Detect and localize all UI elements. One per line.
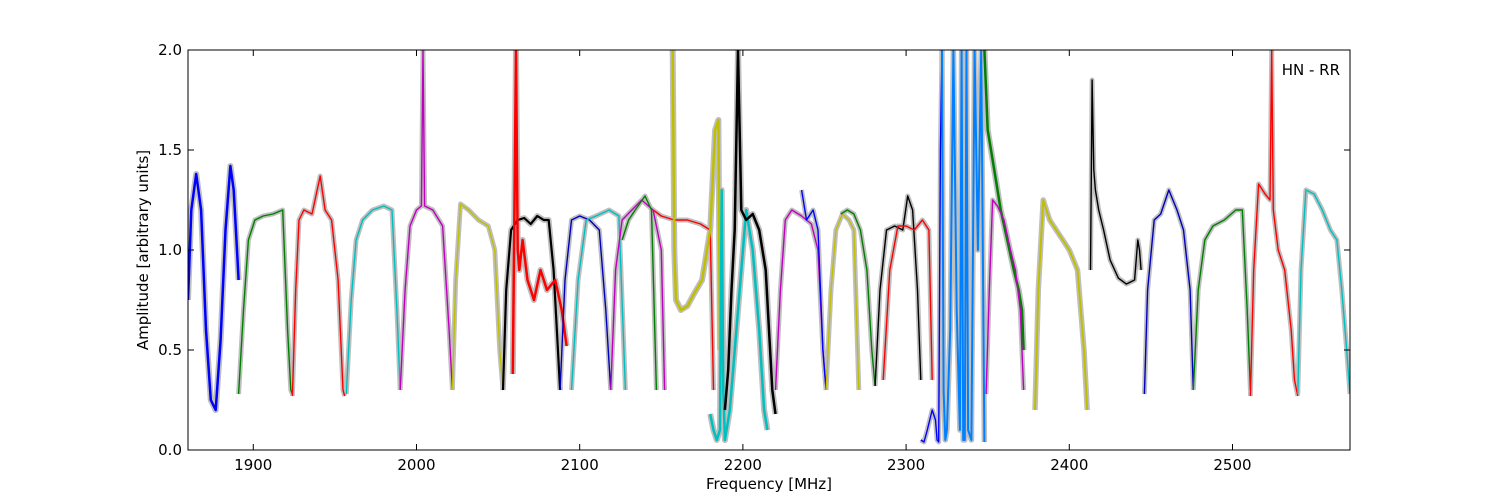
- x-axis-label: Frequency [MHz]: [706, 475, 832, 493]
- series-line: [291, 175, 346, 397]
- series-line: [237, 209, 294, 395]
- series-line: [874, 195, 922, 387]
- background-trace: [1141, 187, 1196, 395]
- background-trace: [880, 217, 935, 381]
- series-line: [840, 209, 876, 387]
- y-tick-label: 1.0: [158, 241, 182, 259]
- x-tick-label: 2100: [561, 456, 599, 474]
- background-trace: [449, 201, 506, 391]
- y-axis-label: Amplitude [arbitrary units]: [134, 150, 152, 350]
- series-line: [345, 205, 401, 395]
- series-line: [511, 50, 568, 375]
- series-line: [882, 219, 933, 381]
- series-line: [920, 50, 943, 443]
- series-line: [559, 215, 612, 391]
- series-line: [941, 50, 986, 443]
- x-tick-label: 2200: [724, 456, 762, 474]
- series-line: [708, 188, 769, 442]
- series-line: [188, 164, 240, 412]
- series-line: [723, 50, 777, 415]
- background-trace: [343, 203, 403, 395]
- y-tick-label: 0.0: [158, 441, 182, 459]
- x-tick-label: 2400: [1050, 456, 1088, 474]
- background-trace: [1190, 207, 1253, 391]
- plot-frame: [187, 49, 1351, 451]
- x-tick-label: 2500: [1213, 456, 1251, 474]
- background-trace: [397, 50, 455, 391]
- series-line: [983, 50, 1025, 351]
- series-line: [1034, 199, 1089, 411]
- series-line: [825, 213, 860, 391]
- series-line: [1297, 189, 1350, 395]
- series-line: [451, 203, 504, 391]
- y-tick-label: 0.5: [158, 341, 182, 359]
- x-tick-label: 2000: [397, 456, 435, 474]
- chart-annotation: HN - RR: [1282, 61, 1340, 79]
- y-tick-label: 2.0: [158, 41, 182, 59]
- x-tick-label: 2300: [887, 456, 925, 474]
- series-line: [800, 189, 827, 391]
- series-line: [985, 199, 1025, 395]
- series-layer: [188, 50, 1350, 443]
- background-trace: [1247, 50, 1301, 397]
- series-line: [671, 50, 722, 351]
- series-line: [501, 214, 562, 391]
- series-line: [610, 199, 666, 391]
- background-trace: [188, 163, 242, 413]
- series-line: [621, 195, 658, 391]
- background-trace: [289, 173, 348, 397]
- x-tick-label: 1900: [234, 456, 272, 474]
- background-trace: [799, 189, 829, 391]
- y-tick-label: 1.5: [158, 141, 182, 159]
- series-line: [1249, 50, 1299, 397]
- series-line: [570, 209, 627, 391]
- series-line: [1089, 79, 1142, 285]
- series-line: [399, 50, 454, 391]
- ticks-layer: 1900 2000 2100 2200 2300 2400 2500 0.0 0.5 1.0 1.5…: [158, 41, 1350, 474]
- background-traces: [188, 50, 1350, 445]
- series-line: [1143, 189, 1194, 395]
- series-line: [1192, 209, 1252, 391]
- background-trace: [1088, 77, 1144, 287]
